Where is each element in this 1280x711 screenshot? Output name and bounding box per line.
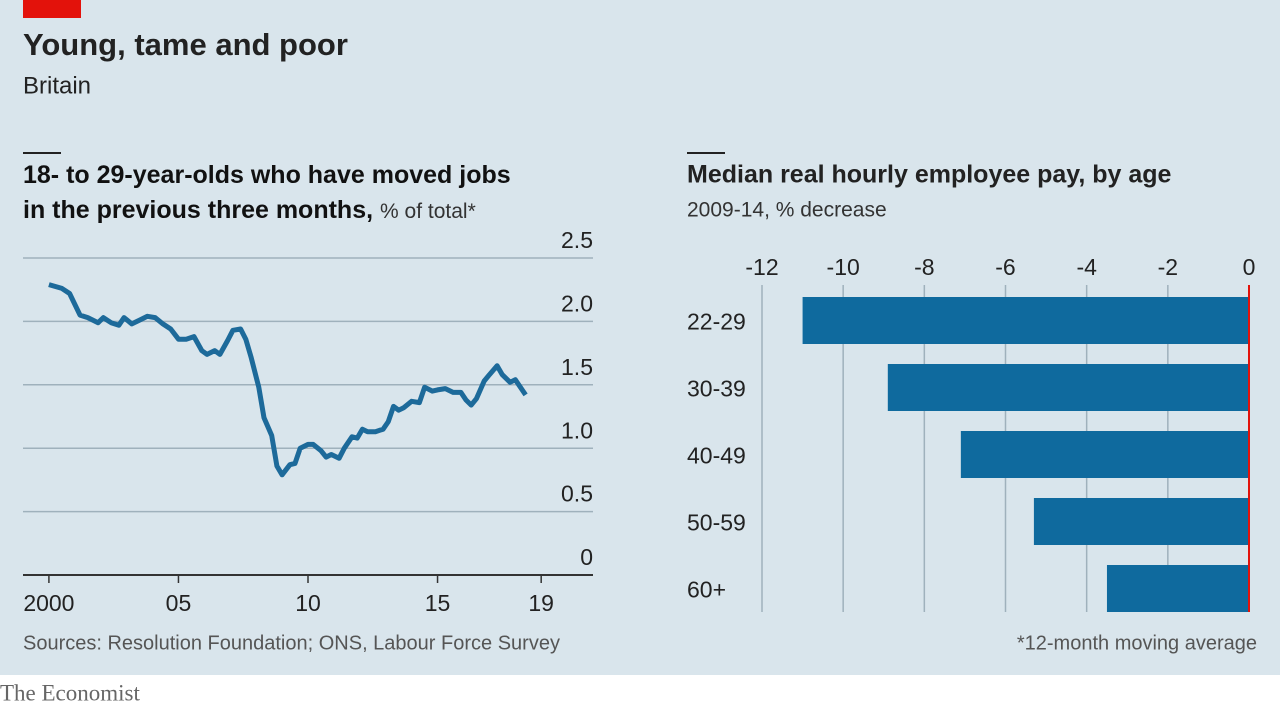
y-tick-label: 0 — [580, 544, 593, 570]
brand: The Economist — [0, 680, 140, 705]
category-label: 30-39 — [687, 376, 746, 402]
page-subtitle: Britain — [23, 72, 91, 99]
x-tick-label: 2000 — [23, 590, 74, 616]
x-tick-label: -10 — [827, 254, 860, 280]
x-tick-label: -2 — [1158, 254, 1178, 280]
x-tick-label: 10 — [295, 590, 321, 616]
x-tick-label: 05 — [166, 590, 192, 616]
x-tick-label: 0 — [1243, 254, 1256, 280]
category-label: 40-49 — [687, 443, 746, 469]
x-tick-label: -12 — [745, 254, 778, 280]
y-tick-label: 1.0 — [561, 417, 593, 443]
y-tick-label: 0.5 — [561, 481, 593, 507]
category-label: 60+ — [687, 577, 726, 603]
x-tick-label: 19 — [528, 590, 554, 616]
y-tick-label: 2.5 — [561, 227, 593, 253]
x-tick-label: -6 — [995, 254, 1015, 280]
chart-subtitle: 2009-14, % decrease — [687, 199, 887, 222]
x-tick-label: 15 — [425, 590, 451, 616]
category-label: 50-59 — [687, 510, 746, 536]
chart-title-block: 18- to 29-year-olds who have moved jobs … — [23, 158, 523, 229]
bar — [960, 431, 1249, 478]
bar — [887, 364, 1249, 411]
line — [48, 282, 528, 478]
chart-unit: % of total* — [380, 200, 476, 223]
chart-title: 18- to 29-year-olds who have moved jobs … — [23, 161, 511, 224]
chart-title: Median real hourly employee pay, by age — [687, 161, 1172, 189]
category-label: 22-29 — [687, 309, 746, 335]
footnote: *12-month moving average — [1017, 632, 1257, 654]
x-tick-label: -4 — [1076, 254, 1097, 280]
x-tick-label: -8 — [914, 254, 934, 280]
y-tick-label: 2.0 — [561, 290, 593, 316]
bar — [1106, 565, 1249, 612]
page-title: Young, tame and poor — [23, 27, 348, 62]
source: Sources: Resolution Foundation; ONS, Lab… — [23, 632, 560, 654]
y-tick-label: 1.5 — [561, 354, 593, 380]
brand-tag — [23, 0, 81, 18]
bar — [1033, 498, 1249, 545]
bar — [802, 297, 1249, 344]
